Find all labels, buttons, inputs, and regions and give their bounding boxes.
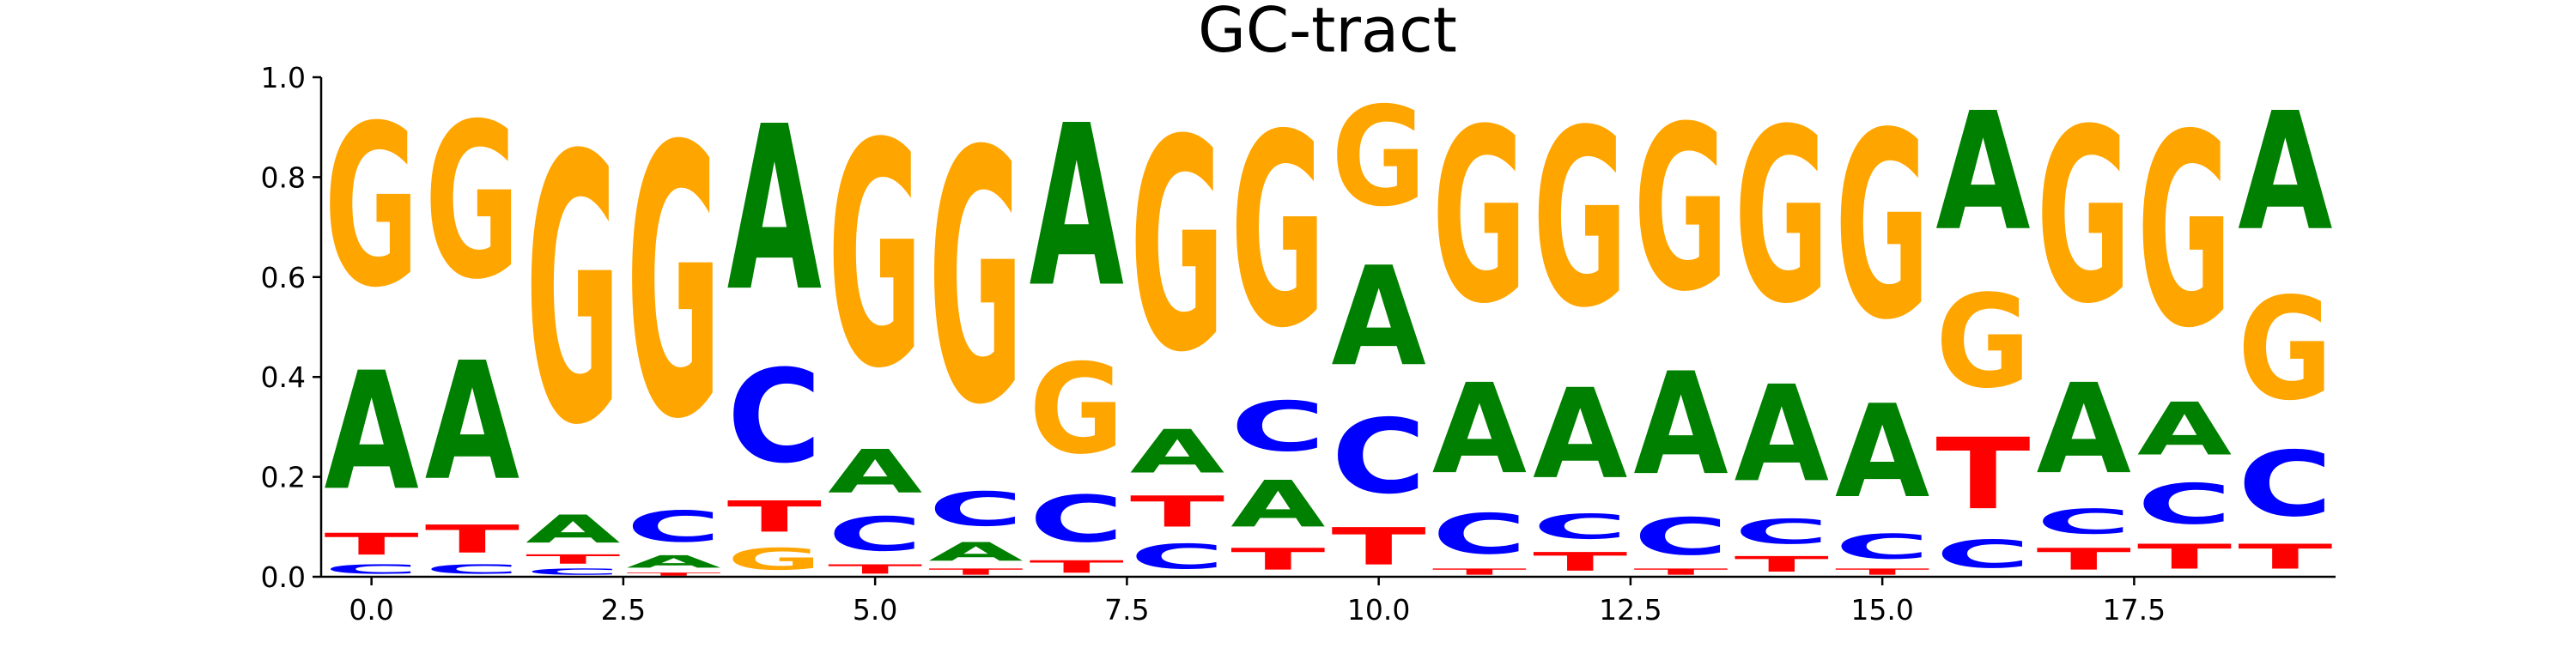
logo-letter-c-pos-19: C bbox=[2238, 432, 2332, 536]
logo-letter-a-pos-5: A bbox=[828, 438, 923, 507]
logo-letter-c-pos-14: C bbox=[1735, 512, 1829, 551]
logo-letter-a-pos-12: A bbox=[1533, 362, 1627, 506]
logo-letter-t-pos-2: T bbox=[526, 552, 620, 566]
logo-letter-a-pos-4: A bbox=[727, 77, 822, 341]
x-tick-label: 7.5 bbox=[1104, 593, 1149, 627]
x-tick-label: 2.5 bbox=[601, 593, 646, 627]
chart-axes: 0.0 0.2 0.4 0.6 0.8 1.0 0.0 2.5 5.0 7.5 10.0 12.5 15… bbox=[261, 61, 2336, 627]
logo-letter-c-pos-4: C bbox=[727, 343, 822, 492]
logo-letter-g-pos-0: G bbox=[325, 78, 419, 336]
logo-letter-c-pos-17: C bbox=[2037, 502, 2131, 542]
x-tick-label: 17.5 bbox=[2103, 593, 2166, 627]
logo-letter-a-pos-2: A bbox=[526, 507, 621, 552]
logo-letter-g-pos-9: G bbox=[1230, 79, 1325, 387]
logo-letter-t-pos-10: T bbox=[1332, 517, 1426, 577]
logo-letter-t-pos-5: T bbox=[828, 562, 922, 577]
logo-letter-c-pos-5: C bbox=[828, 507, 922, 562]
x-tick-label: 0.0 bbox=[349, 593, 393, 627]
logo-letter-t-pos-19: T bbox=[2238, 537, 2332, 577]
x-tick-label: 12.5 bbox=[1599, 593, 1662, 627]
logo-letter-g-pos-1: G bbox=[425, 78, 519, 327]
logo-letter-t-pos-3: T bbox=[626, 572, 720, 577]
logo-letter-g-pos-4: G bbox=[727, 542, 822, 577]
logo-letter-t-pos-8: T bbox=[1130, 488, 1224, 537]
logo-letter-t-pos-14: T bbox=[1735, 552, 1829, 577]
logo-letter-a-pos-1: A bbox=[425, 329, 519, 517]
logo-letter-c-pos-7: C bbox=[1030, 482, 1124, 557]
logo-letter-g-pos-17: G bbox=[2037, 77, 2131, 356]
logo-letters: CTAGCTAGCTAGTACGGTCATCAGTACGTCGACTAGTACG… bbox=[325, 69, 2333, 577]
logo-letter-c-pos-18: C bbox=[2137, 473, 2232, 537]
logo-letter-g-pos-12: G bbox=[1533, 79, 1627, 362]
logo-letter-g-pos-8: G bbox=[1130, 77, 1224, 415]
logo-letter-g-pos-7: G bbox=[1030, 337, 1124, 481]
logo-letter-c-pos-9: C bbox=[1230, 387, 1325, 467]
logo-letter-a-pos-13: A bbox=[1633, 342, 1728, 506]
logo-letter-t-pos-6: T bbox=[928, 566, 1023, 577]
logo-letter-g-pos-10: G bbox=[1332, 77, 1426, 237]
logo-letter-a-pos-7: A bbox=[1030, 78, 1124, 336]
logo-letter-a-pos-14: A bbox=[1735, 358, 1829, 512]
logo-letter-t-pos-9: T bbox=[1230, 542, 1326, 577]
logo-letter-t-pos-0: T bbox=[325, 527, 420, 562]
logo-letter-a-pos-18: A bbox=[2137, 387, 2233, 472]
logo-letter-g-pos-5: G bbox=[828, 78, 922, 436]
logo-letter-c-pos-10: C bbox=[1332, 398, 1426, 518]
y-tick-label: 1.0 bbox=[261, 61, 306, 94]
logo-letter-g-pos-19: G bbox=[2238, 269, 2332, 432]
logo-letter-c-pos-1: C bbox=[425, 562, 519, 577]
logo-letter-g-pos-16: G bbox=[1935, 268, 2030, 416]
chart-title: GC-tract bbox=[1198, 0, 1457, 66]
logo-letter-c-pos-8: C bbox=[1130, 537, 1224, 577]
y-tick-label: 0.4 bbox=[261, 360, 306, 394]
logo-letter-t-pos-11: T bbox=[1432, 566, 1527, 577]
y-tick-label: 0.0 bbox=[261, 560, 306, 594]
y-tick-label: 0.2 bbox=[261, 461, 306, 494]
logo-letter-t-pos-16: T bbox=[1935, 418, 2030, 532]
logo-letter-g-pos-11: G bbox=[1432, 77, 1527, 356]
logo-letter-a-pos-17: A bbox=[2037, 357, 2131, 501]
logo-letter-c-pos-3: C bbox=[626, 502, 720, 552]
logo-letter-c-pos-12: C bbox=[1533, 507, 1627, 547]
logo-letter-g-pos-3: G bbox=[626, 69, 720, 501]
logo-letter-a-pos-9: A bbox=[1230, 467, 1325, 542]
logo-letter-t-pos-1: T bbox=[425, 517, 519, 561]
logo-letter-t-pos-7: T bbox=[1030, 557, 1124, 577]
logo-letter-g-pos-6: G bbox=[928, 77, 1023, 481]
logo-letter-a-pos-0: A bbox=[325, 339, 419, 527]
logo-letter-a-pos-10: A bbox=[1332, 238, 1426, 397]
logo-letter-c-pos-0: C bbox=[325, 562, 419, 577]
y-tick-label: 0.6 bbox=[261, 261, 306, 294]
logo-letter-a-pos-16: A bbox=[1935, 79, 2030, 267]
logo-letter-a-pos-3: A bbox=[626, 552, 721, 572]
x-tick-label: 15.0 bbox=[1850, 593, 1913, 627]
logo-letter-t-pos-17: T bbox=[2037, 542, 2132, 577]
logo-letter-a-pos-8: A bbox=[1130, 418, 1225, 488]
x-tick-label: 10.0 bbox=[1347, 593, 1410, 627]
x-tick-label: 5.0 bbox=[853, 593, 897, 627]
logo-letter-c-pos-16: C bbox=[1935, 532, 2030, 577]
logo-letter-g-pos-13: G bbox=[1633, 79, 1728, 342]
logo-letter-a-pos-15: A bbox=[1835, 379, 1929, 527]
logo-letter-t-pos-13: T bbox=[1633, 566, 1728, 577]
logo-letter-t-pos-15: T bbox=[1835, 566, 1929, 577]
logo-letter-g-pos-18: G bbox=[2137, 79, 2232, 387]
logo-letter-g-pos-15: G bbox=[1835, 77, 1929, 376]
y-tick-label: 0.8 bbox=[261, 160, 306, 194]
logo-letter-a-pos-6: A bbox=[928, 537, 1024, 567]
logo-letter-c-pos-6: C bbox=[928, 481, 1023, 536]
logo-letter-a-pos-11: A bbox=[1432, 357, 1527, 501]
logo-letter-t-pos-18: T bbox=[2137, 537, 2232, 577]
logo-letter-c-pos-11: C bbox=[1432, 503, 1527, 567]
logo-letter-g-pos-14: G bbox=[1735, 77, 1829, 356]
logo-letter-t-pos-12: T bbox=[1533, 547, 1627, 577]
logo-letter-a-pos-19: A bbox=[2238, 79, 2332, 267]
logo-letter-c-pos-13: C bbox=[1633, 507, 1728, 566]
logo-letter-c-pos-2: C bbox=[526, 566, 620, 577]
logo-letter-c-pos-15: C bbox=[1835, 527, 1929, 566]
logo-letter-g-pos-2: G bbox=[526, 78, 620, 506]
logo-letter-t-pos-4: T bbox=[727, 493, 822, 542]
